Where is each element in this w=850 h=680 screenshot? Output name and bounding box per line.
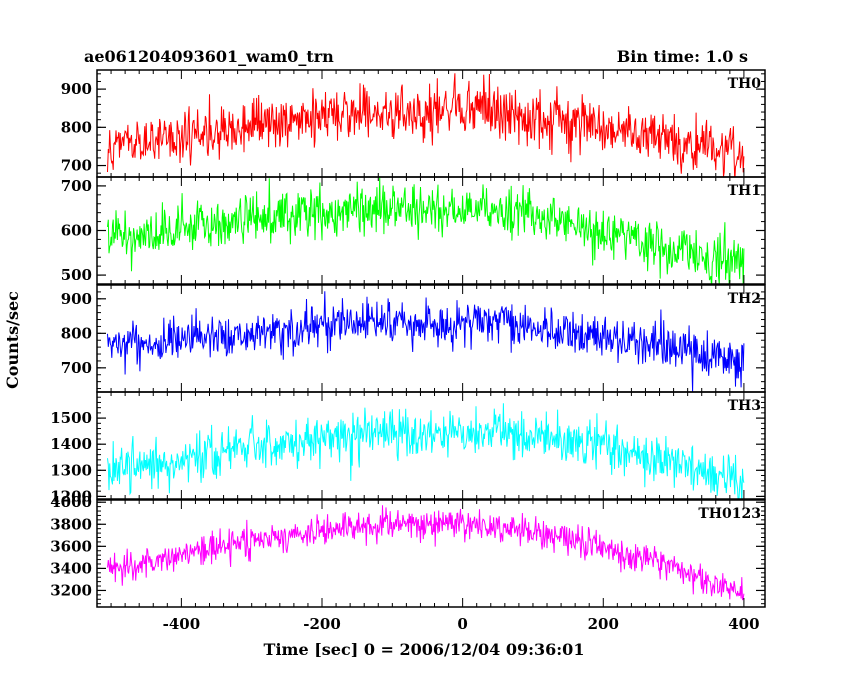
y-tick-label: 600	[61, 222, 92, 240]
panel-th3: 1200 1300 1400 1500 TH3	[50, 391, 766, 505]
y-tick-label: 800	[61, 324, 92, 342]
y-tick-label: 1500	[50, 409, 92, 427]
series-line-th1	[107, 177, 745, 284]
x-axis-label: Time [sec] 0 = 2006/12/04 09:36:01	[264, 640, 585, 659]
y-tick-label: 1400	[50, 435, 92, 453]
panel-frame	[96, 391, 766, 500]
series-line-th3	[107, 403, 745, 499]
panel-frame	[96, 499, 766, 608]
y-tick-label: 700	[61, 157, 92, 175]
y-tick-label: 800	[61, 118, 92, 136]
y-tick-label: 900	[61, 290, 92, 308]
chart-title: ae061204093601_wam0_trn	[84, 47, 334, 66]
x-tick-label: -400	[163, 615, 201, 633]
y-tick-label: 3600	[50, 537, 92, 555]
bin-time-label: Bin time: 1.0 s	[617, 47, 748, 66]
x-tick-label: 0	[457, 615, 467, 633]
series-line-th2	[107, 291, 745, 392]
y-tick-label: 4000	[50, 493, 92, 511]
panel-label-th1: TH1	[728, 183, 761, 199]
series-line-th0123	[107, 505, 745, 601]
panels: 700 800 900 TH0 500 600 700 TH1 700 800 900 TH2 1200…	[50, 69, 766, 633]
panel-label-th3: TH3	[728, 398, 761, 414]
y-tick-label: 500	[61, 266, 92, 284]
y-axis-label: Counts/sec	[3, 291, 22, 389]
y-tick-label: 3200	[50, 581, 92, 599]
panel-th2: 700 800 900 TH2	[61, 284, 766, 393]
y-tick-label: 700	[61, 359, 92, 377]
panel-frame	[96, 176, 766, 285]
panel-label-th0: TH0	[728, 76, 762, 92]
x-tick-label: -200	[303, 615, 341, 633]
panel-label-th0123: TH0123	[698, 506, 761, 522]
panel-th1: 500 600 700 TH1	[61, 176, 766, 285]
panel-th0123: 3200 3400 3600 3800 4000 TH0123	[50, 493, 766, 608]
y-tick-label: 900	[61, 80, 92, 98]
y-tick-label: 3800	[50, 515, 92, 533]
y-tick-label: 1300	[50, 461, 92, 479]
y-tick-label: 1200	[50, 487, 92, 505]
panel-th0: 700 800 900 TH0	[61, 69, 766, 178]
y-tick-label: 700	[61, 177, 92, 195]
panel-label-th2: TH2	[728, 291, 761, 307]
series-line-th0	[107, 73, 745, 177]
x-tick-label: 400	[728, 615, 759, 633]
y-tick-label: 3400	[50, 559, 92, 577]
x-tick-label: 200	[588, 615, 619, 633]
